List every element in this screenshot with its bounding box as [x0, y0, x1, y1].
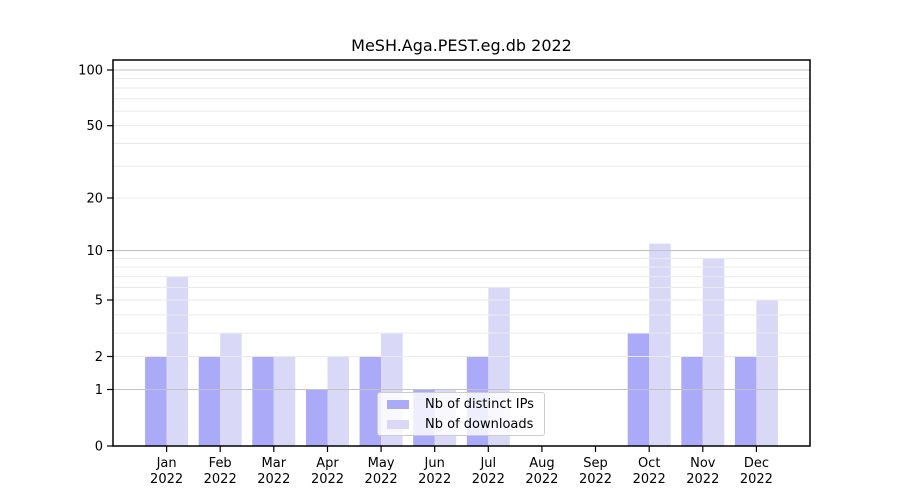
bar-apr-ips: [306, 389, 328, 446]
chart-title: MeSH.Aga.PEST.eg.db 2022: [351, 36, 572, 55]
bar-may-ips: [359, 356, 382, 446]
bar-nov-ips: [681, 356, 703, 446]
y-tick-label-20: 20: [86, 192, 103, 207]
x-tick-label-month-dec: Dec: [744, 456, 769, 471]
x-tick-label-year-oct: 2022: [633, 472, 666, 487]
legend-swatch-distinct-ips: [387, 399, 409, 409]
y-tick-label-50: 50: [86, 119, 103, 134]
x-tick-label-month-may: May: [368, 456, 395, 471]
legend-item-distinct-ips: Nb of distinct IPs: [387, 396, 544, 412]
x-tick-label-month-jan: Jan: [156, 456, 177, 471]
x-tick-label-year-jul: 2022: [472, 472, 505, 487]
x-tick-label-month-jul: Jul: [479, 456, 496, 471]
bar-dec-ips: [734, 356, 757, 446]
x-tick-label-year-may: 2022: [365, 472, 398, 487]
y-tick-label-100: 100: [78, 64, 103, 79]
bar-jan-ips: [145, 356, 167, 446]
bar-apr-downloads: [327, 356, 349, 446]
bar-feb-ips: [198, 356, 221, 446]
axes-frame: [112, 59, 811, 447]
bar-jan-downloads: [166, 276, 189, 446]
x-tick-label-month-nov: Nov: [690, 456, 716, 471]
x-tick-label-year-apr: 2022: [311, 472, 344, 487]
x-tick-label-year-jun: 2022: [418, 472, 451, 487]
x-tick-label-month-oct: Oct: [638, 456, 660, 471]
x-tick-label-year-feb: 2022: [204, 472, 237, 487]
x-tick-label-year-jan: 2022: [150, 472, 183, 487]
x-tick-label-month-feb: Feb: [209, 456, 232, 471]
x-tick-label-year-nov: 2022: [686, 472, 719, 487]
x-tick-label-year-mar: 2022: [257, 472, 290, 487]
x-tick-label-month-aug: Aug: [529, 456, 554, 471]
x-tick-label-year-aug: 2022: [525, 472, 558, 487]
y-tick-label-2: 2: [95, 350, 103, 365]
y-tick-label-0: 0: [95, 440, 103, 455]
x-tick-label-month-apr: Apr: [316, 456, 339, 471]
x-tick-label-year-dec: 2022: [740, 472, 773, 487]
x-tick-label-year-sep: 2022: [579, 472, 612, 487]
bar-dec-downloads: [756, 300, 778, 446]
legend: Nb of distinct IPs Nb of downloads: [377, 392, 545, 436]
y-tick-label-5: 5: [95, 294, 103, 309]
bar-nov-downloads: [702, 258, 725, 446]
y-tick-label-10: 10: [86, 244, 103, 259]
legend-label-distinct-ips: Nb of distinct IPs: [425, 396, 534, 412]
legend-swatch-downloads: [387, 419, 409, 429]
bar-oct-downloads: [649, 243, 671, 446]
y-tick-label-1: 1: [95, 383, 103, 398]
legend-label-downloads: Nb of downloads: [425, 416, 534, 432]
x-tick-label-month-jun: Jun: [424, 456, 445, 471]
x-tick-label-month-mar: Mar: [262, 456, 287, 471]
x-tick-label-month-sep: Sep: [583, 456, 608, 471]
bar-mar-downloads: [273, 356, 296, 446]
legend-item-downloads: Nb of downloads: [387, 416, 544, 432]
bar-mar-ips: [252, 356, 274, 446]
